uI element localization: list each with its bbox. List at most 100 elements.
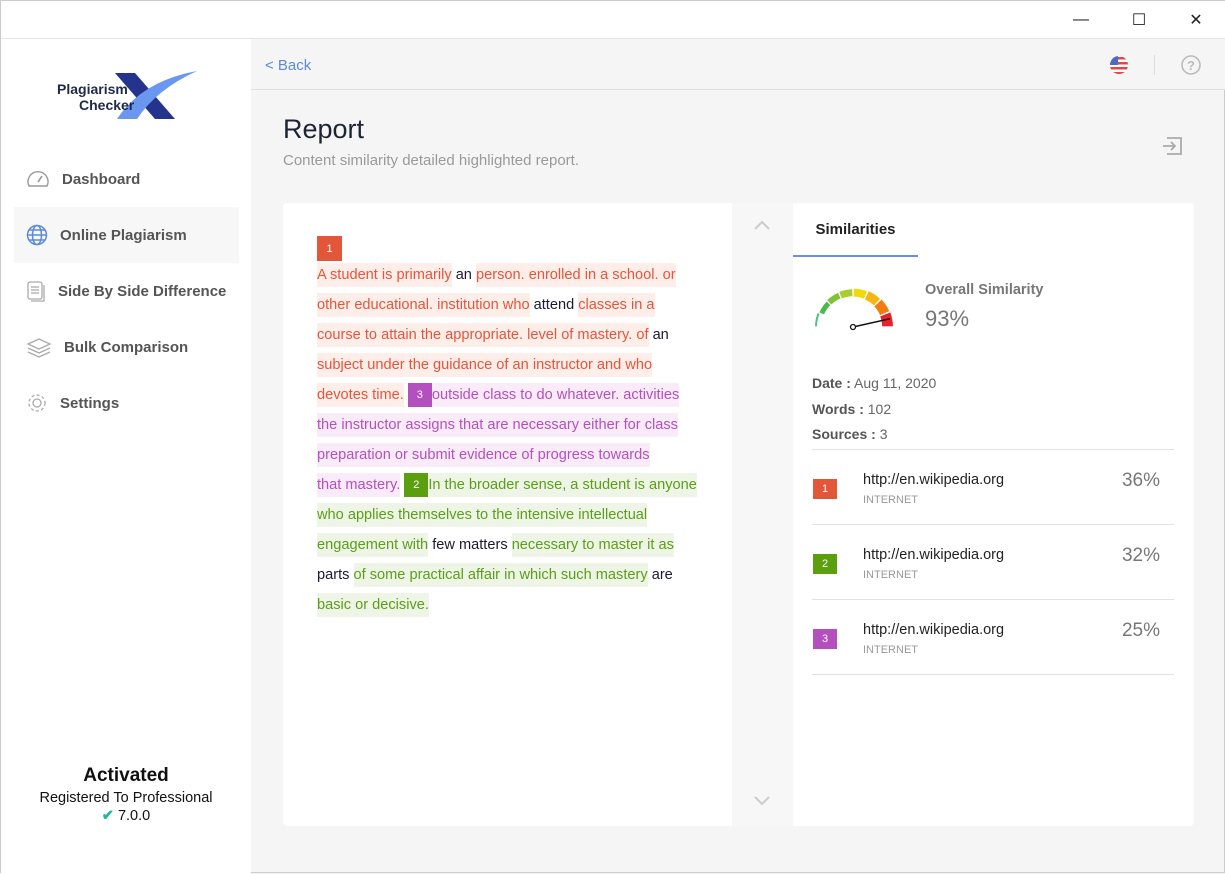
back-link[interactable]: < Back [265, 57, 312, 74]
similarity-gauge [815, 288, 893, 331]
sidebar-item-label: Online Plagiarism [60, 226, 187, 244]
logo-x-icon [115, 71, 197, 119]
gauge-segment [839, 289, 853, 299]
page-title: Report [283, 114, 365, 144]
highlight-source-2[interactable]: who applies themselves to the intensive … [317, 503, 648, 527]
sidebar-item-label: Settings [60, 394, 120, 412]
text-line: other educational. institution who atten… [317, 293, 655, 317]
sidebar-item-label: Side By Side Difference [58, 282, 227, 300]
highlight-source-1[interactable]: classes in a [578, 293, 655, 317]
gauge-segment [874, 299, 890, 316]
date-label: Date : [812, 375, 851, 391]
globe-icon [26, 224, 48, 246]
plain-text: an [451, 267, 476, 283]
source-url[interactable]: http://en.wikipedia.org [863, 547, 1005, 563]
text-line: devotes time. 3 outside class to do whate… [317, 383, 680, 407]
highlight-source-1[interactable]: devotes time. [317, 383, 404, 407]
text-line: who applies themselves to the intensive … [317, 503, 648, 527]
window-titlebar: — ☐ ✕ [1, 1, 1225, 39]
sidebar-item-settings[interactable]: Settings [14, 375, 239, 431]
minimize-button[interactable]: — [1073, 11, 1089, 28]
gauge-segment [853, 288, 867, 299]
highlight-source-3[interactable]: preparation or submit evidence of progre… [317, 443, 650, 467]
sources-row: Sources : 3 [812, 426, 888, 442]
text-line: course to attain the appropriate. level … [317, 323, 669, 347]
logo-text-2: Checker [79, 97, 135, 113]
gauge-segment [865, 291, 881, 306]
source-badge: 2 [813, 554, 837, 574]
highlight-source-1[interactable]: subject under the guidance of an instruc… [317, 353, 653, 377]
highlight-source-2[interactable]: necessary to master it as [511, 533, 674, 557]
header-divider [1154, 55, 1155, 75]
sidebar-item-online-plagiarism[interactable]: Online Plagiarism [14, 207, 239, 263]
gauge-segment [815, 313, 820, 327]
source-marker-1[interactable]: 1 [317, 236, 342, 261]
logo: Plagiarism Checker [57, 69, 197, 121]
highlight-source-2[interactable]: of some practical affair in which such m… [353, 563, 648, 587]
highlight-source-1[interactable]: other educational. institution who [317, 293, 530, 317]
tab-similarities[interactable]: Similarities [793, 203, 918, 257]
sidebar-item-dashboard[interactable]: Dashboard [14, 151, 239, 207]
highlight-source-3[interactable]: the instructor assigns that are necessar… [317, 413, 678, 437]
gauge-icon [27, 170, 49, 187]
source-type: INTERNET [863, 494, 918, 506]
activation-status: Activated [83, 765, 169, 786]
highlight-source-2[interactable]: In the broader sense, a student is anyon… [428, 473, 697, 497]
source-type: INTERNET [863, 569, 918, 581]
close-button[interactable]: ✕ [1189, 12, 1203, 29]
source-type: INTERNET [863, 644, 918, 656]
sidebar-item-label: Dashboard [62, 170, 141, 188]
gauge-segment [819, 301, 831, 315]
plain-text: attend [529, 297, 579, 313]
maximize-button[interactable]: ☐ [1131, 12, 1147, 29]
highlight-source-1[interactable]: person. enrolled in a school. or [475, 263, 676, 287]
highlight-source-3[interactable]: that mastery. [317, 473, 401, 497]
layers-icon [26, 338, 52, 358]
overall-similarity-label: Overall Similarity [925, 282, 1044, 298]
text-line: preparation or submit evidence of progre… [317, 443, 650, 467]
source-marker-2[interactable]: 2 [404, 473, 429, 497]
source-url[interactable]: http://en.wikipedia.org [863, 622, 1005, 638]
highlight-source-3[interactable]: outside class to do whatever. activities [431, 383, 680, 407]
us-flag-icon[interactable] [1109, 55, 1129, 75]
gauge-segment [827, 292, 841, 305]
source-item[interactable]: 3 http://en.wikipedia.org INTERNET 25% [812, 600, 1174, 675]
text-line: subject under the guidance of an instruc… [317, 353, 653, 377]
similarities-panel: Similarities Overall Similarity 93% Date… [793, 203, 1194, 826]
source-url[interactable]: http://en.wikipedia.org [863, 472, 1005, 488]
source-badge: 3 [813, 629, 837, 649]
text-line: the instructor assigns that are necessar… [317, 413, 678, 437]
sources-value: 3 [879, 426, 888, 442]
plain-text: an [648, 327, 669, 343]
registration-text: Registered To Professional [39, 790, 213, 806]
plain-text: are [647, 567, 673, 583]
text-line: that mastery. 2 In the broader sense, a s… [317, 473, 697, 497]
source-percent: 25% [1121, 620, 1160, 641]
help-icon[interactable]: ? [1180, 54, 1202, 76]
text-line: parts of some practical affair in which … [317, 563, 673, 587]
source-marker-3[interactable]: 3 [407, 383, 432, 407]
page-subtitle: Content similarity detailed highlighted … [283, 152, 579, 169]
highlight-source-1[interactable]: A student is primarily [317, 263, 452, 287]
source-percent: 36% [1121, 470, 1160, 491]
version-row: ✔ 7.0.0 [1, 808, 251, 824]
source-item[interactable]: 1 http://en.wikipedia.org INTERNET 36% [812, 450, 1174, 525]
sidebar-item-bulk-comparison[interactable]: Bulk Comparison [14, 319, 239, 375]
sources-label: Sources : [812, 426, 876, 442]
scrollbar[interactable] [732, 203, 793, 826]
chevron-down-icon[interactable] [753, 795, 771, 807]
logo-text-1: Plagiarism [57, 81, 128, 97]
source-badge: 1 [813, 479, 837, 499]
chevron-up-icon[interactable] [753, 219, 771, 231]
export-icon[interactable] [1161, 135, 1185, 157]
highlight-source-2[interactable]: engagement with [317, 533, 429, 557]
date-value: Aug 11, 2020 [854, 375, 937, 391]
divider [812, 449, 1174, 450]
sidebar-item-side-by-side[interactable]: Side By Side Difference [14, 263, 239, 319]
main-header: < Back ? [251, 39, 1225, 90]
highlight-source-2[interactable]: basic or decisive. [317, 593, 429, 617]
version-text: 7.0.0 [117, 808, 151, 824]
check-icon: ✔ [101, 808, 114, 824]
source-item[interactable]: 2 http://en.wikipedia.org INTERNET 32% [812, 525, 1174, 600]
highlight-source-1[interactable]: course to attain the appropriate. level … [317, 323, 649, 347]
